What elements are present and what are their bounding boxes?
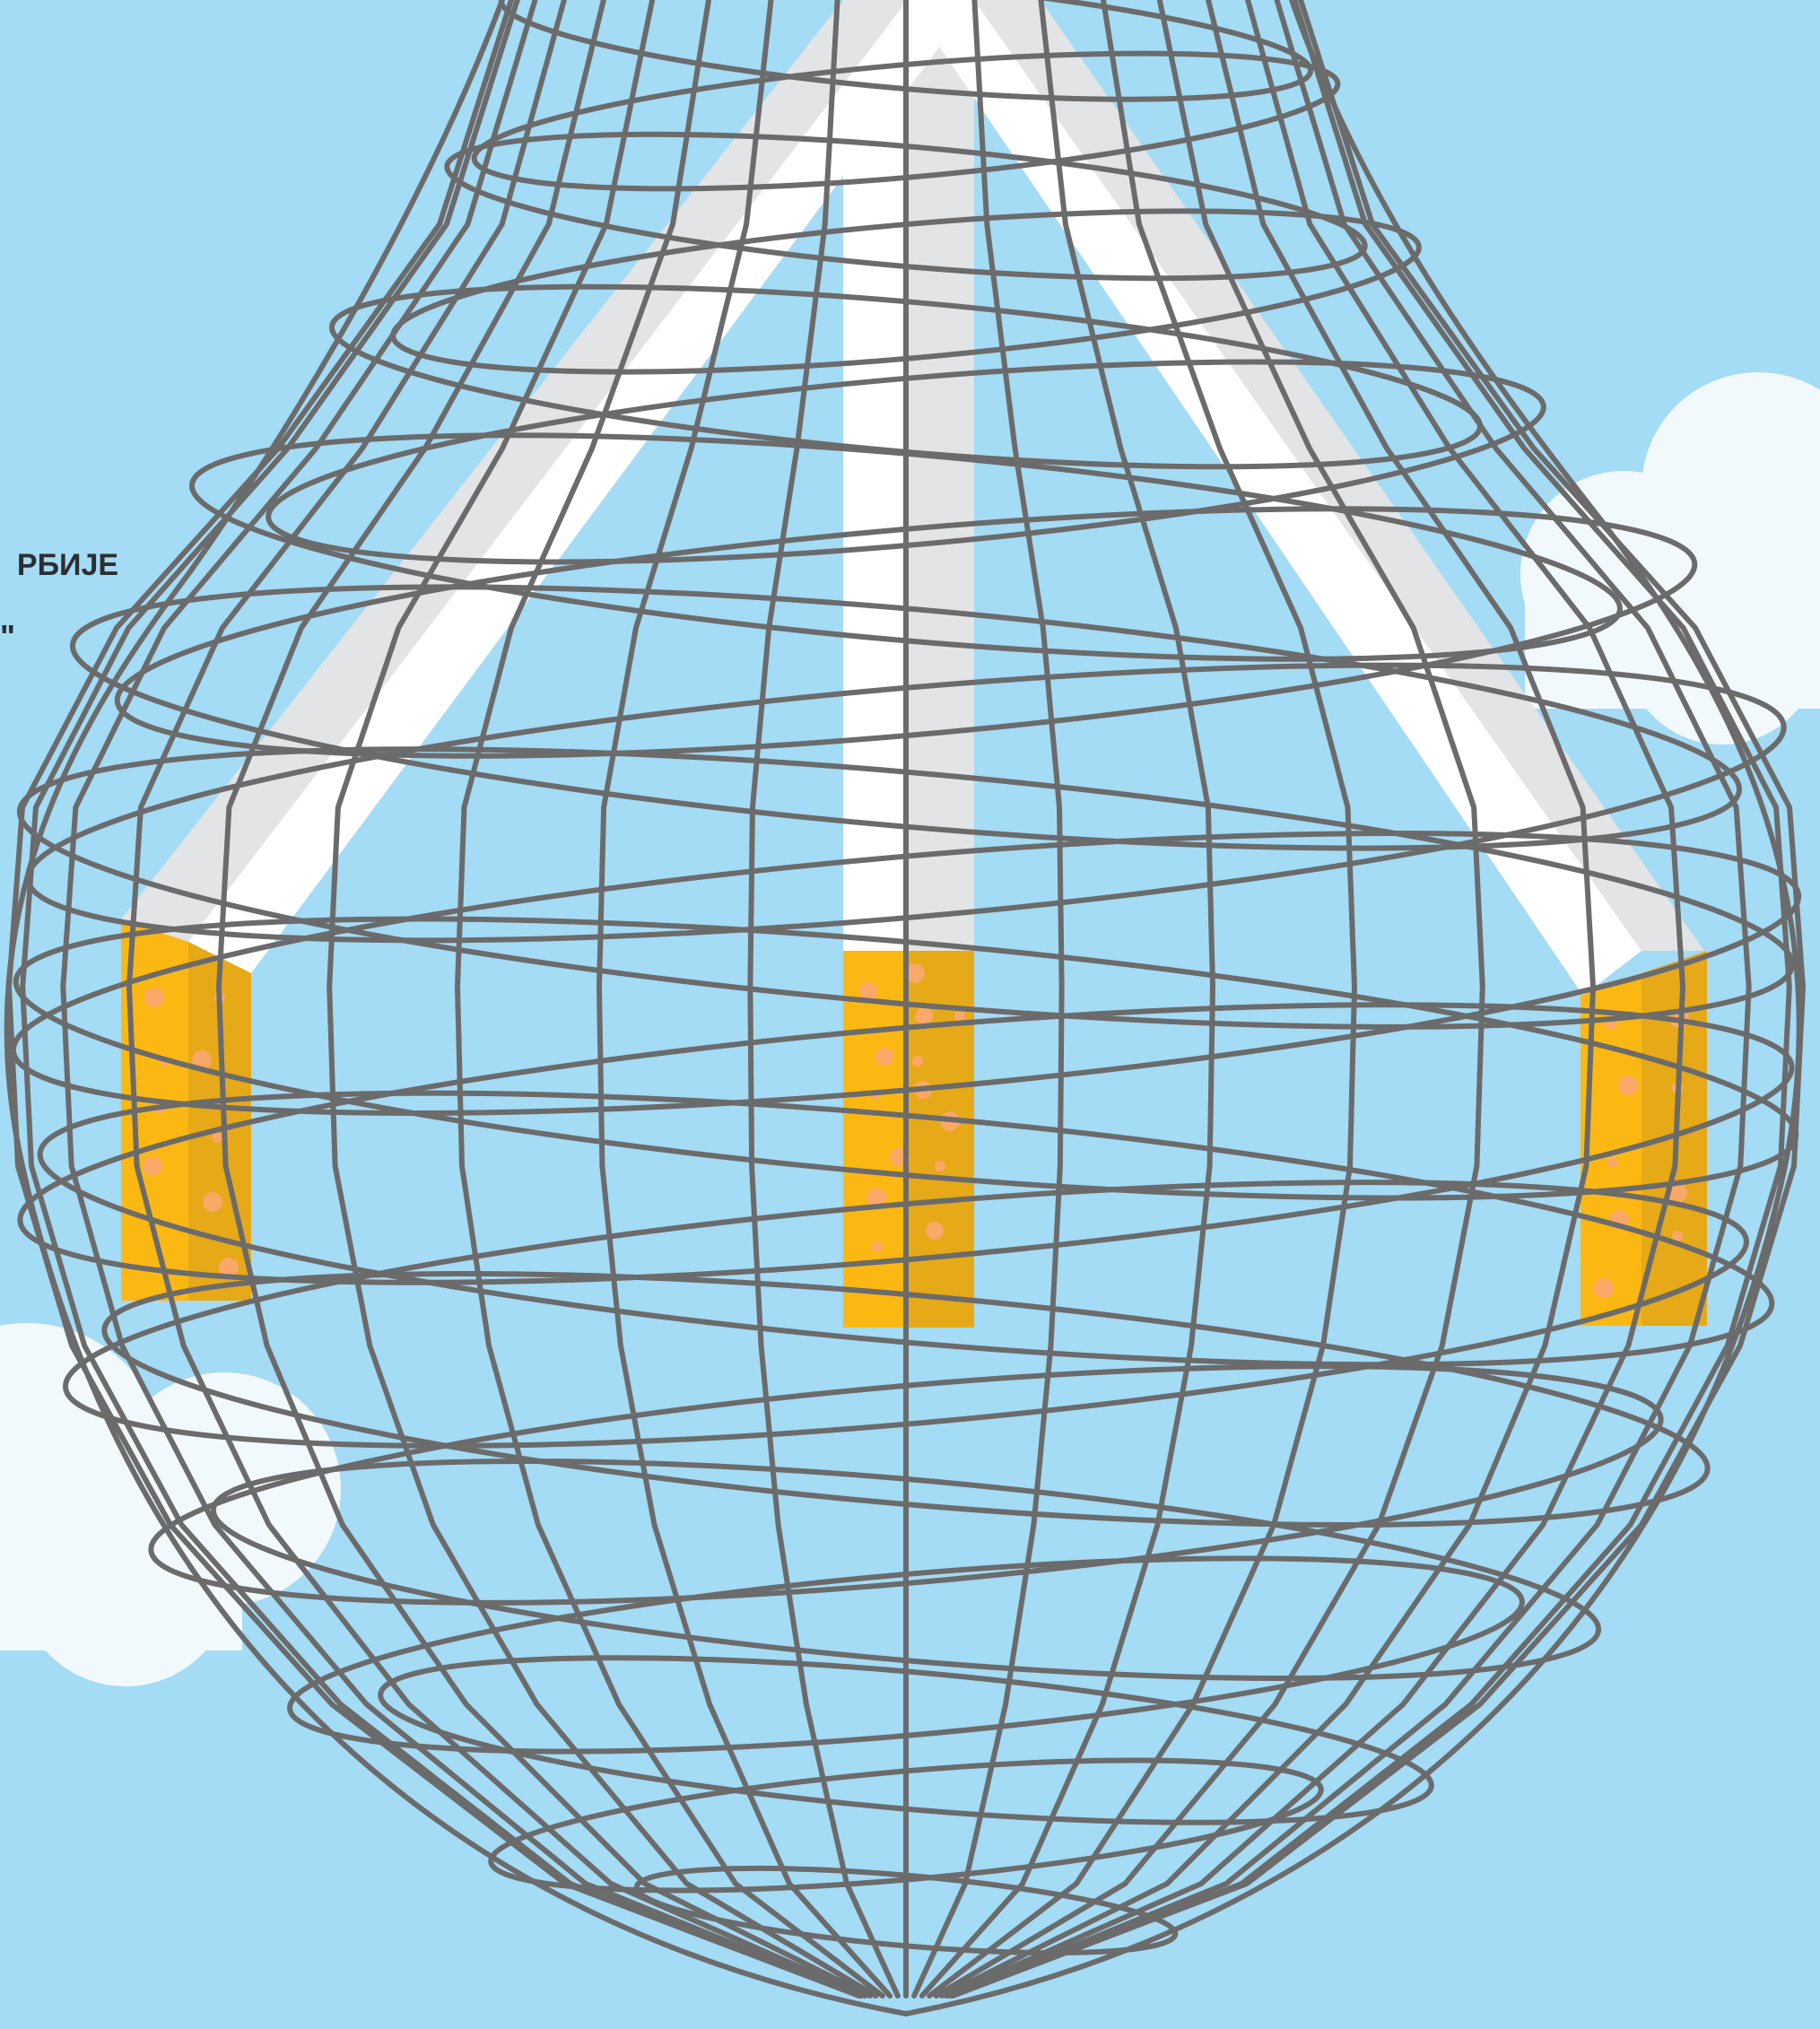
- net-meridian: [6, 0, 862, 1999]
- net-parallel: [16, 746, 1796, 1030]
- net-meridian: [911, 0, 1065, 1999]
- net-parallel: [390, 208, 1422, 375]
- net-parallel: [69, 584, 1743, 851]
- net-parallel: [37, 1090, 1775, 1368]
- cigarette-icon-center: [843, 0, 974, 1328]
- net-parallel: [210, 1458, 1602, 1682]
- net-parallel: [378, 1655, 1434, 1825]
- net-meridian: [949, 0, 1792, 1999]
- net-parallel: [10, 831, 1802, 1116]
- cropped-heading-text: РБИЈЕ ": [0, 511, 118, 691]
- net-meridian: [455, 0, 885, 1999]
- net-parallel: [488, 1757, 1324, 1894]
- net-parallel: [114, 506, 1698, 759]
- net-parallel: [148, 1363, 1664, 1606]
- net-parallel: [287, 1555, 1525, 1755]
- net-parallel: [471, 50, 1341, 192]
- net-parallel: [266, 359, 1546, 565]
- net-parallel: [13, 916, 1799, 1201]
- net-parallel: [188, 432, 1624, 662]
- net-parallel: [63, 1180, 1749, 1449]
- net-parallel: [633, 1865, 1179, 1956]
- net-parallel: [444, 131, 1368, 282]
- cropped-heading-line2: ": [0, 618, 16, 655]
- net-meridian: [944, 0, 1685, 1999]
- net-parallel: [101, 1270, 1711, 1528]
- net-parallel: [17, 1002, 1795, 1285]
- net-meridian: [919, 0, 1215, 1999]
- net-bag-icon: [4, 0, 1806, 2016]
- net-parallel: [498, 0, 1314, 102]
- net-meridian: [933, 0, 1485, 1999]
- net-meridian: [597, 0, 893, 1999]
- net-meridian: [216, 0, 873, 1999]
- net-meridian: [939, 0, 1596, 1999]
- net-meridian: [126, 0, 868, 1999]
- net-parallel: [25, 662, 1787, 944]
- cropped-heading-line1: РБИЈЕ: [16, 548, 119, 582]
